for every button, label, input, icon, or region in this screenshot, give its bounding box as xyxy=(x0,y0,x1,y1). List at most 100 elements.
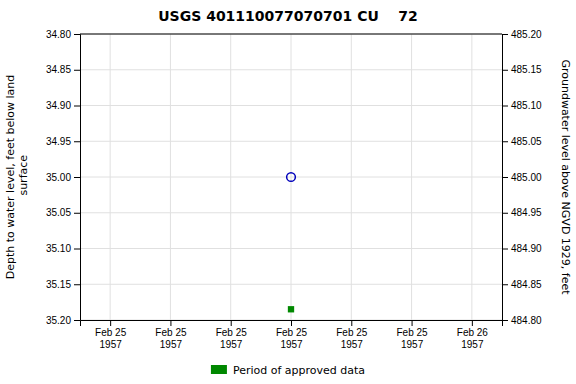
text-line: 1957 xyxy=(341,339,364,350)
y-tick-label: 34.80 xyxy=(46,29,71,40)
point xyxy=(287,173,296,182)
text-line: Feb 25 xyxy=(216,327,248,338)
grid-line-y xyxy=(80,105,502,106)
y2-tick-mark xyxy=(502,141,508,142)
text-line: Feb 25 xyxy=(95,327,127,338)
x-tick: Feb 251957 xyxy=(336,320,368,350)
y-tick-mark xyxy=(74,213,80,214)
text-line: 1957 xyxy=(160,339,183,350)
y2-tick: 484.90 xyxy=(502,243,542,254)
grid-line-y xyxy=(80,212,502,213)
y2-tick-label: 485.00 xyxy=(511,172,542,183)
text-line: surface xyxy=(17,155,30,199)
y2-tick-label: 485.20 xyxy=(511,29,542,40)
y2-tick-mark xyxy=(502,70,508,71)
y-axis-title: Depth to water level, feet below land su… xyxy=(4,75,30,280)
x-tick-label: Feb 251957 xyxy=(336,327,368,350)
y-axis-line xyxy=(74,35,81,321)
y-tick-mark xyxy=(74,70,80,71)
y-tick-label: 35.00 xyxy=(46,172,71,183)
plot: Feb 251957Feb 251957Feb 251957Feb 251957… xyxy=(4,29,572,350)
grid-line-y xyxy=(80,248,502,249)
x-tick-label: Feb 251957 xyxy=(155,327,187,350)
y2-tick-mark xyxy=(502,284,508,285)
x-tick-label: Feb 251957 xyxy=(276,327,308,350)
y-tick: 35.10 xyxy=(46,243,80,254)
x-tick: Feb 251957 xyxy=(216,320,248,350)
y2-tick-label: 485.05 xyxy=(511,136,542,147)
marks xyxy=(287,173,296,313)
x-tick-label: Feb 261957 xyxy=(457,327,489,350)
y2-tick-label: 484.95 xyxy=(511,207,542,218)
y-tick-mark xyxy=(74,249,80,250)
legend-label: Period of approved data xyxy=(233,364,365,377)
text-line: Feb 25 xyxy=(276,327,308,338)
point xyxy=(288,306,294,312)
y2-tick-label: 485.15 xyxy=(511,64,542,75)
text-line: Feb 25 xyxy=(397,327,429,338)
text-line: 1957 xyxy=(220,339,243,350)
x-tick-mark xyxy=(351,320,352,326)
chart: Feb 251957Feb 251957Feb 251957Feb 251957… xyxy=(0,0,576,384)
y-axis: 34.8034.8534.9034.9535.0035.0535.1035.15… xyxy=(46,29,81,326)
grid xyxy=(80,34,502,320)
x-tick-mark xyxy=(412,320,413,326)
y2-tick: 485.05 xyxy=(502,136,542,147)
y2-tick-label: 485.10 xyxy=(511,100,542,111)
grid-line-y xyxy=(80,69,502,70)
y2-axis-line xyxy=(503,35,509,321)
y-tick-label: 35.15 xyxy=(46,279,71,290)
legend-item: Period of approved data xyxy=(211,364,365,377)
x-tick-mark xyxy=(170,320,171,326)
y-tick: 34.85 xyxy=(46,64,80,75)
y2-tick-mark xyxy=(502,177,508,178)
y2-tick: 485.00 xyxy=(502,172,542,183)
grid-line-y xyxy=(80,34,502,35)
y-tick-label: 34.95 xyxy=(46,136,71,147)
legend: Period of approved data xyxy=(211,364,365,377)
y2-tick: 484.95 xyxy=(502,207,542,218)
y2-tick: 485.15 xyxy=(502,64,542,75)
x-tick: Feb 251957 xyxy=(155,320,187,350)
text-line: Depth to water level, feet below land xyxy=(4,75,17,280)
text-line: Groundwater level above NGVD 1929, feet xyxy=(559,59,572,295)
y-tick: 35.20 xyxy=(46,315,80,326)
legend-swatch xyxy=(211,365,227,374)
y-tick-label: 35.20 xyxy=(46,315,71,326)
y-tick-mark xyxy=(74,177,80,178)
y2-tick: 485.20 xyxy=(502,29,542,40)
y2-tick-label: 484.90 xyxy=(511,243,542,254)
x-tick: Feb 261957 xyxy=(457,320,489,350)
x-tick-mark xyxy=(472,320,473,326)
y2-tick-label: 484.80 xyxy=(511,315,542,326)
series xyxy=(288,306,294,312)
grid-line-y xyxy=(80,284,502,285)
x-tick-mark xyxy=(231,320,232,326)
y-tick-mark xyxy=(74,141,80,142)
y-tick-label: 35.10 xyxy=(46,243,71,254)
y-tick: 34.80 xyxy=(46,29,80,40)
y2-tick-label: 484.85 xyxy=(511,279,542,290)
x-tick: Feb 251957 xyxy=(276,320,308,350)
y-tick: 35.15 xyxy=(46,279,80,290)
y-tick-mark xyxy=(74,320,80,321)
y2-tick-mark xyxy=(502,213,508,214)
y-tick: 35.00 xyxy=(46,172,80,183)
x-tick-label: Feb 251957 xyxy=(397,327,429,350)
x-tick-label: Feb 251957 xyxy=(216,327,248,350)
text-line: 1957 xyxy=(280,339,303,350)
y-tick-mark xyxy=(74,34,80,35)
x-tick: Feb 251957 xyxy=(397,320,429,350)
y-tick-mark xyxy=(74,106,80,107)
x-tick-mark xyxy=(291,320,292,326)
text-line: Feb 25 xyxy=(155,327,187,338)
text-line: 1957 xyxy=(401,339,424,350)
text-line: Feb 26 xyxy=(457,327,489,338)
text-line: 1957 xyxy=(100,339,123,350)
grid-line-y xyxy=(80,177,502,178)
x-tick-label: Feb 251957 xyxy=(95,327,127,350)
y-tick-label: 34.85 xyxy=(46,64,71,75)
x-tick: Feb 251957 xyxy=(95,320,127,350)
y2-tick: 484.85 xyxy=(502,279,542,290)
y2-tick-mark xyxy=(502,249,508,250)
